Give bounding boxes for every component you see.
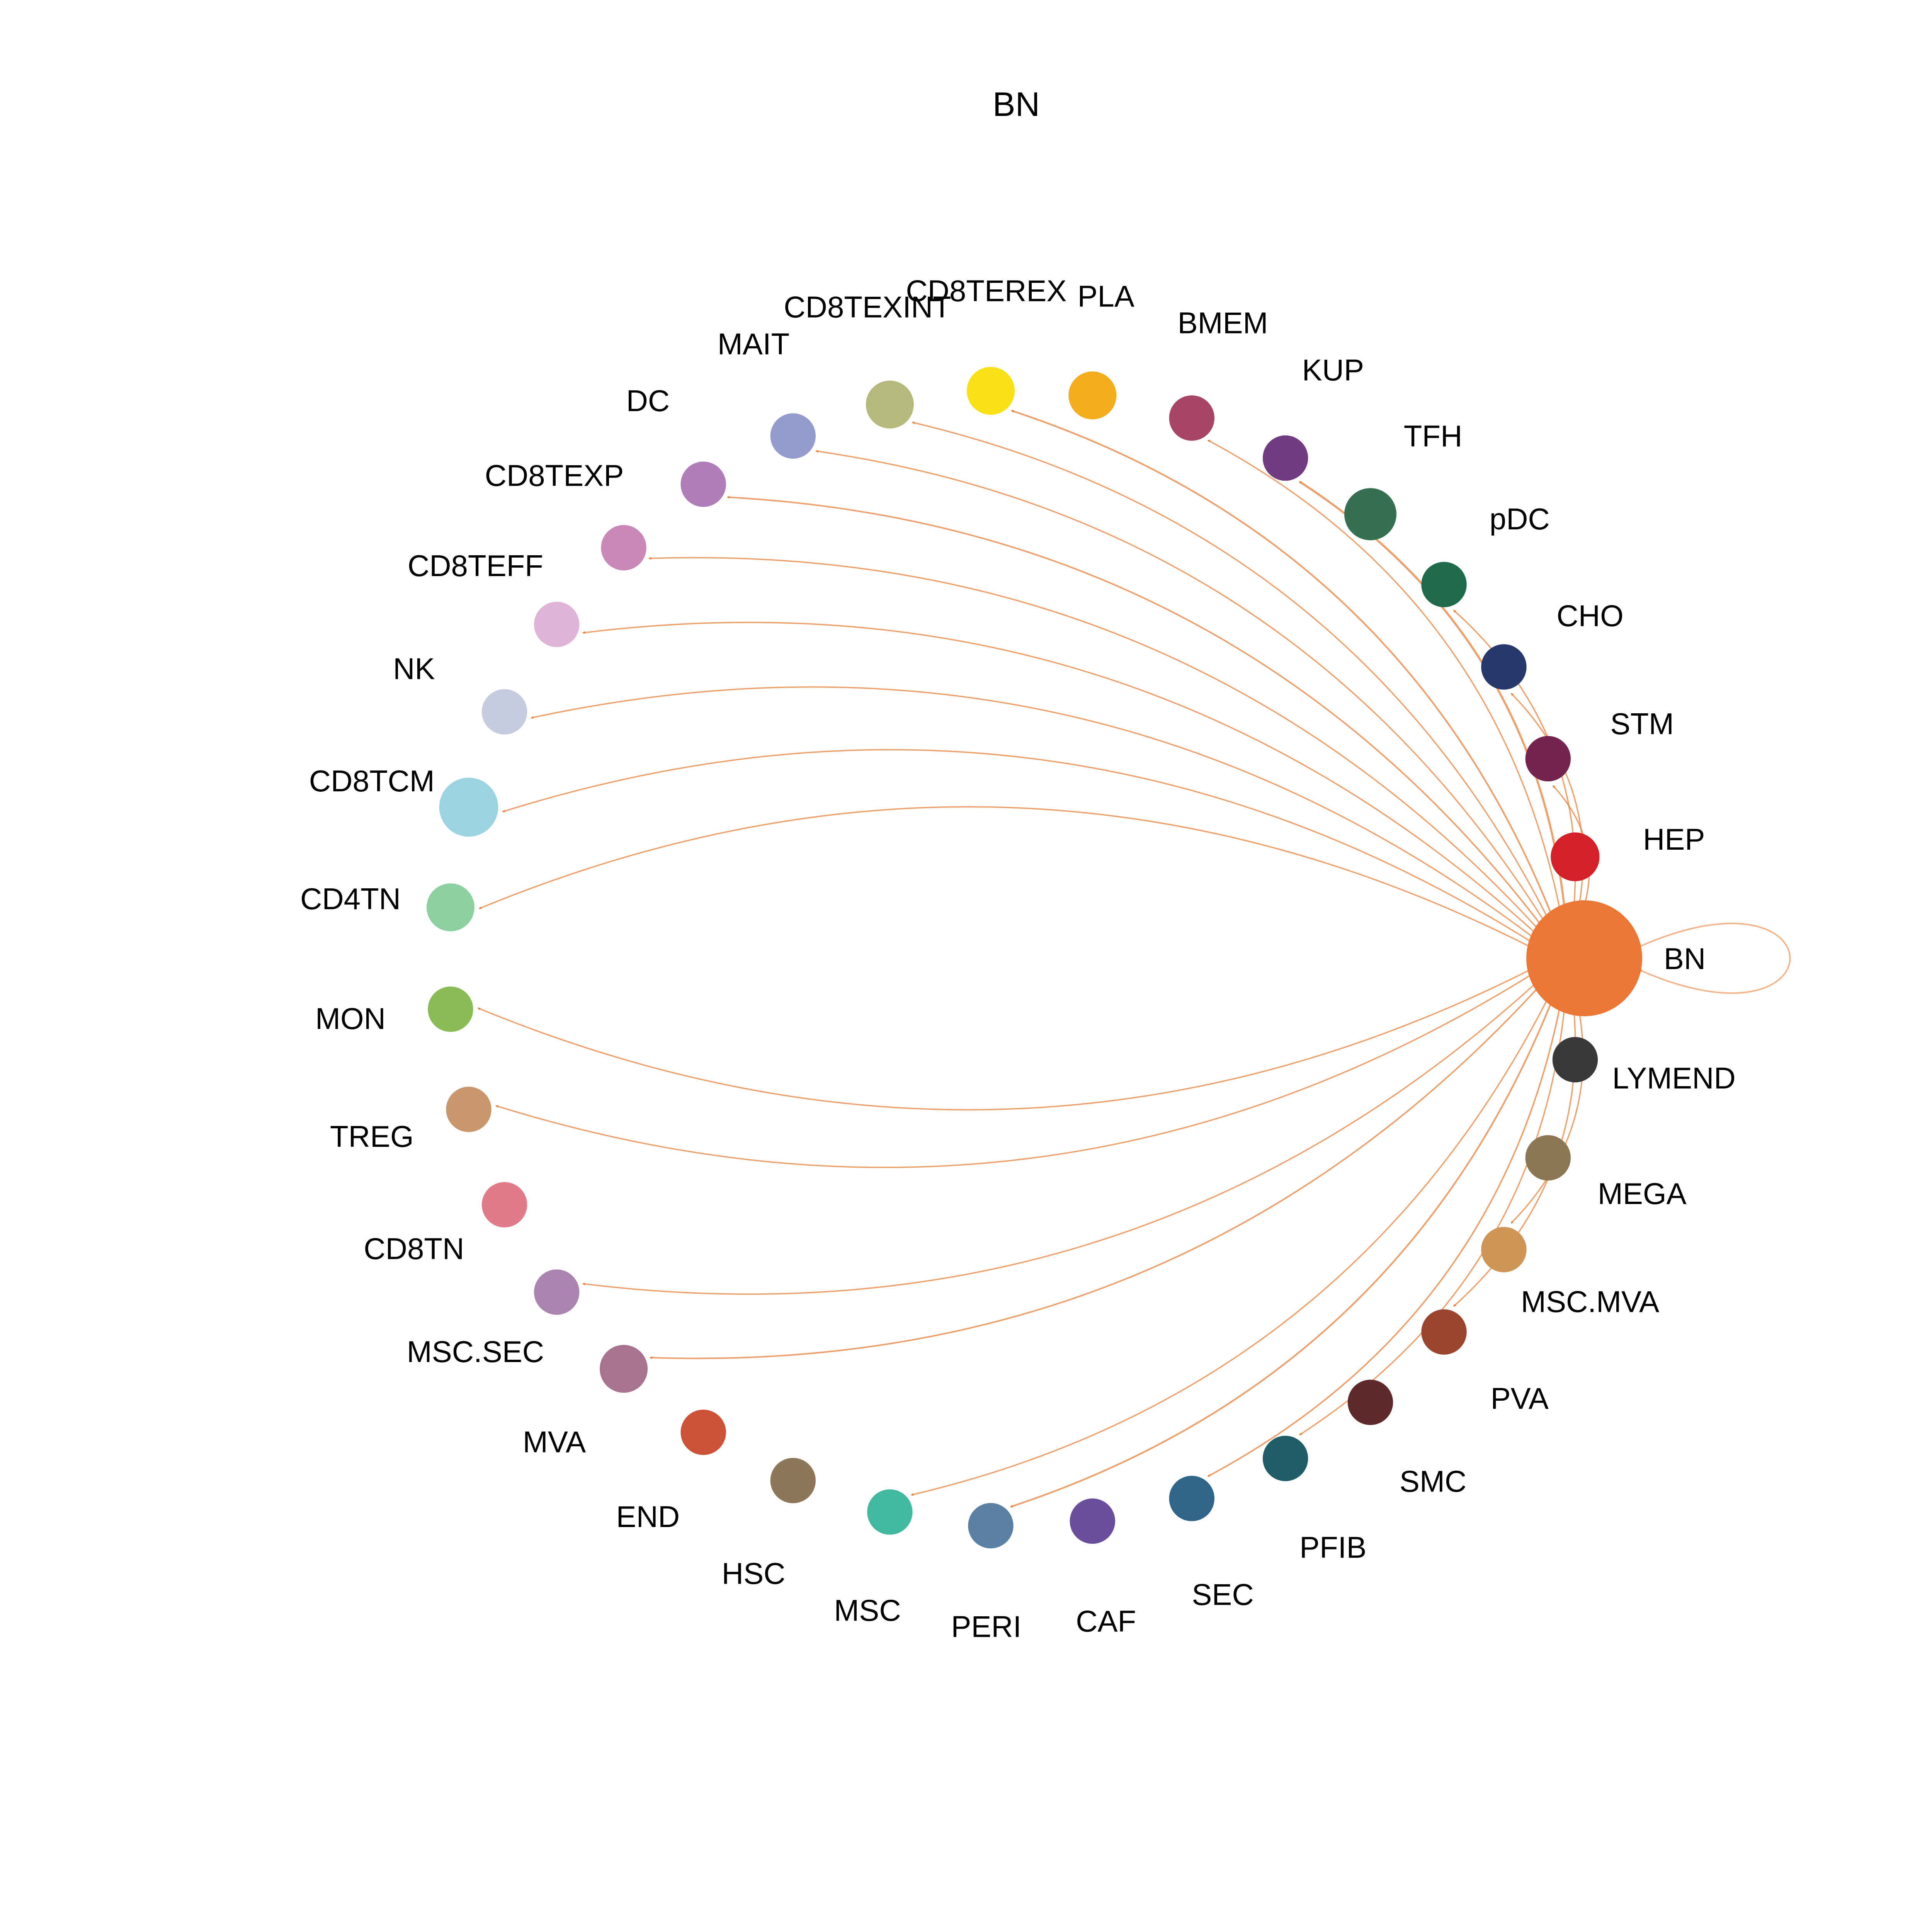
node-kup	[1262, 435, 1308, 481]
chart-title: BN	[993, 85, 1040, 123]
label-pfib: PFIB	[1299, 1530, 1366, 1564]
label-bmem: BMEM	[1178, 306, 1268, 340]
node-msc	[867, 1489, 913, 1535]
node-sec	[1169, 1476, 1214, 1521]
label-dc: DC	[626, 384, 670, 418]
label-mon: MON	[315, 1002, 386, 1036]
node-lymend	[1552, 1037, 1598, 1083]
label-treg: TREG	[330, 1119, 414, 1153]
node-cd8texp	[601, 525, 646, 571]
edge-bn-to-cho	[1510, 692, 1584, 925]
node-mega	[1525, 1135, 1571, 1181]
node-hsc	[770, 1458, 816, 1503]
edge-bn-to-bmem	[1207, 439, 1565, 930]
node-pdc	[1421, 562, 1467, 607]
label-cd8tn: CD8TN	[364, 1232, 464, 1266]
edge-bn-to-sec	[1207, 986, 1565, 1477]
node-smc	[1347, 1379, 1393, 1425]
node-bn	[1526, 900, 1642, 1016]
node-pla	[1068, 371, 1117, 420]
label-pva: PVA	[1491, 1381, 1549, 1415]
edge-bn-to-cd8teff	[582, 622, 1552, 948]
label-cho: CHO	[1556, 599, 1623, 633]
label-cd8terex: CD8TEREX	[906, 274, 1066, 308]
node-pfib	[1262, 1435, 1308, 1481]
node-mva	[600, 1345, 648, 1393]
label-mva: MVA	[523, 1425, 586, 1459]
label-cd8texint: CD8TEXINT	[784, 290, 951, 324]
edge-bn-to-treg	[495, 962, 1550, 1168]
node-caf	[1070, 1498, 1115, 1544]
edge-bn-to-mon	[477, 959, 1550, 1111]
label-layer: BN LYMEND MEGA MSC.MVA PVA SMC PFIB SEC CAF PERI M…	[300, 274, 1736, 1644]
node-mon	[428, 986, 473, 1032]
node-treg	[446, 1087, 492, 1132]
node-peri	[968, 1503, 1014, 1549]
node-cd4tn	[426, 883, 474, 932]
label-smc: SMC	[1400, 1464, 1466, 1498]
label-hep: HEP	[1643, 822, 1705, 856]
label-cd8tcm: CD8TCM	[309, 764, 435, 798]
label-mait: MAIT	[718, 327, 789, 361]
label-pdc: pDC	[1490, 502, 1550, 536]
label-kup: KUP	[1302, 353, 1364, 387]
label-cd4tn: CD4TN	[300, 882, 401, 916]
edge-bn-to-mait	[815, 450, 1556, 940]
edge-bn-to-peri	[1010, 982, 1560, 1508]
node-cd8terex	[967, 367, 1015, 415]
node-hep	[1551, 832, 1600, 881]
node-cd8texint	[866, 380, 914, 429]
edge-layer	[477, 410, 1791, 1508]
edge-bn-self-loop	[1639, 922, 1791, 994]
label-lymend: LYMEND	[1612, 1061, 1736, 1095]
label-msc: MSC	[834, 1594, 901, 1628]
label-msc-sec: MSC.SEC	[407, 1335, 544, 1369]
node-cd8tn	[481, 1182, 527, 1228]
edge-bn-to-cd4tn	[479, 806, 1550, 957]
node-msc-mva	[1481, 1227, 1527, 1272]
edge-bn-to-msc-mva	[1510, 992, 1584, 1224]
label-cd8texp: CD8TEXP	[485, 459, 624, 493]
node-nk	[481, 689, 527, 735]
edge-bn-to-msc-sec	[582, 968, 1552, 1295]
edge-bn-to-msc	[911, 980, 1558, 1496]
label-msc-mva: MSC.MVA	[1521, 1284, 1659, 1318]
edge-bn-to-cd8tcm	[502, 749, 1550, 954]
node-cd8teff	[534, 602, 580, 647]
label-caf: CAF	[1076, 1604, 1136, 1638]
label-bn: BN	[1664, 942, 1706, 976]
node-cho	[1481, 644, 1527, 690]
label-mega: MEGA	[1598, 1177, 1687, 1211]
edge-bn-to-nk	[531, 686, 1551, 951]
node-stm	[1525, 736, 1571, 782]
label-peri: PERI	[951, 1609, 1021, 1643]
edge-bn-to-cd8terex	[1011, 410, 1560, 935]
node-pva	[1421, 1309, 1467, 1355]
label-stm: STM	[1610, 707, 1674, 741]
label-hsc: HSC	[722, 1556, 786, 1590]
edge-bn-to-cd8texint	[912, 422, 1558, 937]
label-end: END	[616, 1500, 680, 1534]
node-dc	[680, 461, 726, 507]
edge-bn-to-mva	[650, 971, 1553, 1359]
edge-bn-to-dc	[727, 496, 1554, 942]
label-cd8teff: CD8TEFF	[408, 549, 543, 583]
node-tfh	[1344, 488, 1396, 541]
node-layer	[426, 367, 1642, 1549]
label-pla: PLA	[1077, 279, 1134, 313]
node-end	[680, 1410, 726, 1455]
label-tfh: TFH	[1404, 419, 1463, 453]
label-sec: SEC	[1192, 1577, 1253, 1611]
node-bmem	[1169, 395, 1214, 441]
label-nk: NK	[393, 651, 435, 685]
node-msc-sec	[534, 1269, 580, 1315]
edge-bn-to-cd8texp	[648, 557, 1553, 945]
edge-bn-to-kup	[1299, 480, 1568, 929]
edge-bn-to-pfib	[1299, 988, 1567, 1436]
node-cd8tcm	[439, 777, 498, 837]
node-mait	[770, 413, 816, 459]
